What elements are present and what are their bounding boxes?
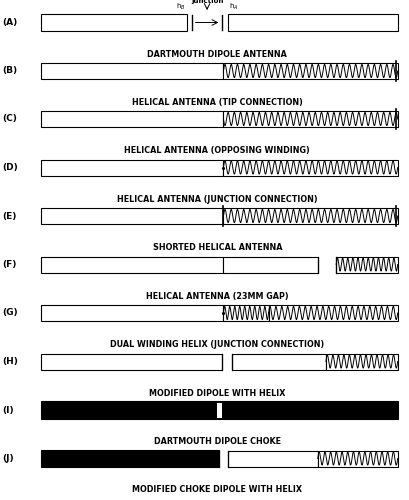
Text: (J): (J) [2,454,13,463]
Bar [223,256,317,272]
Bar [223,111,397,127]
Text: (B): (B) [2,66,17,76]
Bar [335,256,397,272]
Text: MODIFIED DIPOLE WITH HELIX: MODIFIED DIPOLE WITH HELIX [149,388,285,398]
Bar [41,160,223,176]
Text: junction: junction [191,0,222,4]
Text: (D): (D) [2,163,18,172]
Text: MODIFIED CHOKE DIPOLE WITH HELIX: MODIFIED CHOKE DIPOLE WITH HELIX [132,486,301,494]
Bar [223,63,397,79]
Bar [325,354,397,370]
Bar [41,14,186,30]
Text: HELICAL ANTENNA (OPPOSING WINDING): HELICAL ANTENNA (OPPOSING WINDING) [124,146,310,155]
Text: (A): (A) [2,18,17,27]
Bar [317,450,397,466]
Text: DARTMOUTH DIPOLE ANTENNA: DARTMOUTH DIPOLE ANTENNA [147,50,287,58]
Text: (F): (F) [2,260,16,269]
Text: h$_B$: h$_B$ [175,2,185,12]
Text: (H): (H) [2,357,18,366]
Bar [227,14,397,30]
Bar [41,401,397,419]
Bar [41,63,223,79]
Bar [41,256,223,272]
Text: SHORTED HELICAL ANTENNA: SHORTED HELICAL ANTENNA [152,243,281,252]
Bar [41,450,219,468]
Text: HELICAL ANTENNA (TIP CONNECTION): HELICAL ANTENNA (TIP CONNECTION) [132,98,302,107]
Bar [223,305,268,321]
Bar [41,354,222,370]
Text: (E): (E) [2,212,16,220]
Text: h$_A$: h$_A$ [228,2,238,12]
Text: HELICAL ANTENNA (JUNCTION CONNECTION): HELICAL ANTENNA (JUNCTION CONNECTION) [117,194,317,203]
Bar [41,208,223,224]
Text: (G): (G) [2,308,18,318]
Text: HELICAL ANTENNA (23MM GAP): HELICAL ANTENNA (23MM GAP) [146,292,288,300]
Text: DUAL WINDING HELIX (JUNCTION CONNECTION): DUAL WINDING HELIX (JUNCTION CONNECTION) [110,340,324,349]
Bar [216,402,222,418]
Bar [223,208,397,224]
Bar [41,305,223,321]
Bar [231,354,325,370]
Bar [223,160,397,176]
Bar [268,305,397,321]
Bar [227,450,317,466]
Text: (C): (C) [2,114,17,124]
Text: DARTMOUTH DIPOLE CHOKE: DARTMOUTH DIPOLE CHOKE [153,437,280,446]
Bar [41,111,223,127]
Text: (I): (I) [2,406,13,414]
